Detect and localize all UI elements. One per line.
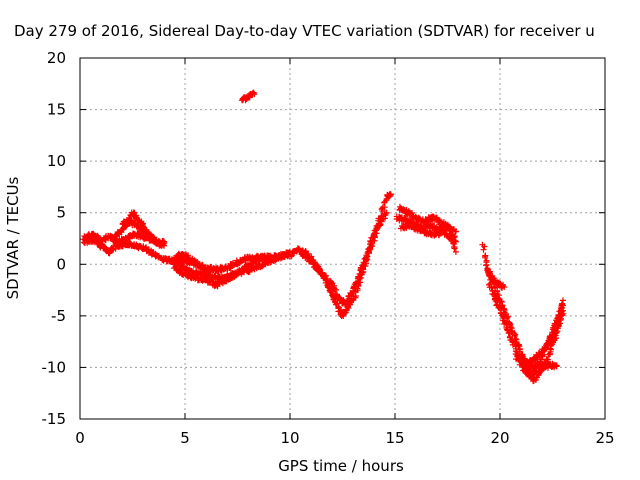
y-tick-label: -5 xyxy=(51,307,66,325)
data-track-points xyxy=(521,307,567,370)
data-track-points xyxy=(484,265,508,291)
data-points xyxy=(80,89,567,385)
data-track-points xyxy=(239,89,258,104)
y-tick-label: 5 xyxy=(56,204,66,222)
data-track-points xyxy=(171,252,272,290)
plot-frame xyxy=(79,57,606,420)
y-tick-label: -15 xyxy=(42,410,67,428)
data-track-points xyxy=(119,217,167,249)
y-tick-label: 0 xyxy=(56,255,66,273)
data-track-points xyxy=(297,209,390,309)
data-track-points xyxy=(393,213,459,245)
x-tick-label: 25 xyxy=(595,429,614,447)
x-tick-label: 10 xyxy=(280,429,299,447)
y-axis-label: SDTVAR / TECUs xyxy=(4,176,22,299)
y-tick-label: 20 xyxy=(47,49,66,67)
axis-ticks: 0 5 10 15 20 25 -15 -10 -5 0 5 10 15 20 xyxy=(42,49,615,447)
grid-lines xyxy=(80,58,605,419)
chart-title: Day 279 of 2016, Sidereal Day-to-day VTE… xyxy=(14,22,595,40)
plot-border xyxy=(79,57,606,420)
x-axis-label: GPS time / hours xyxy=(278,457,404,475)
x-tick-label: 15 xyxy=(385,429,404,447)
data-track-points xyxy=(173,250,214,275)
x-tick-label: 20 xyxy=(490,429,509,447)
x-tick-label: 0 xyxy=(75,429,85,447)
y-tick-label: 15 xyxy=(47,101,66,119)
x-tick-label: 5 xyxy=(180,429,190,447)
y-tick-label: -10 xyxy=(42,358,67,376)
y-tick-label: 10 xyxy=(47,152,66,170)
